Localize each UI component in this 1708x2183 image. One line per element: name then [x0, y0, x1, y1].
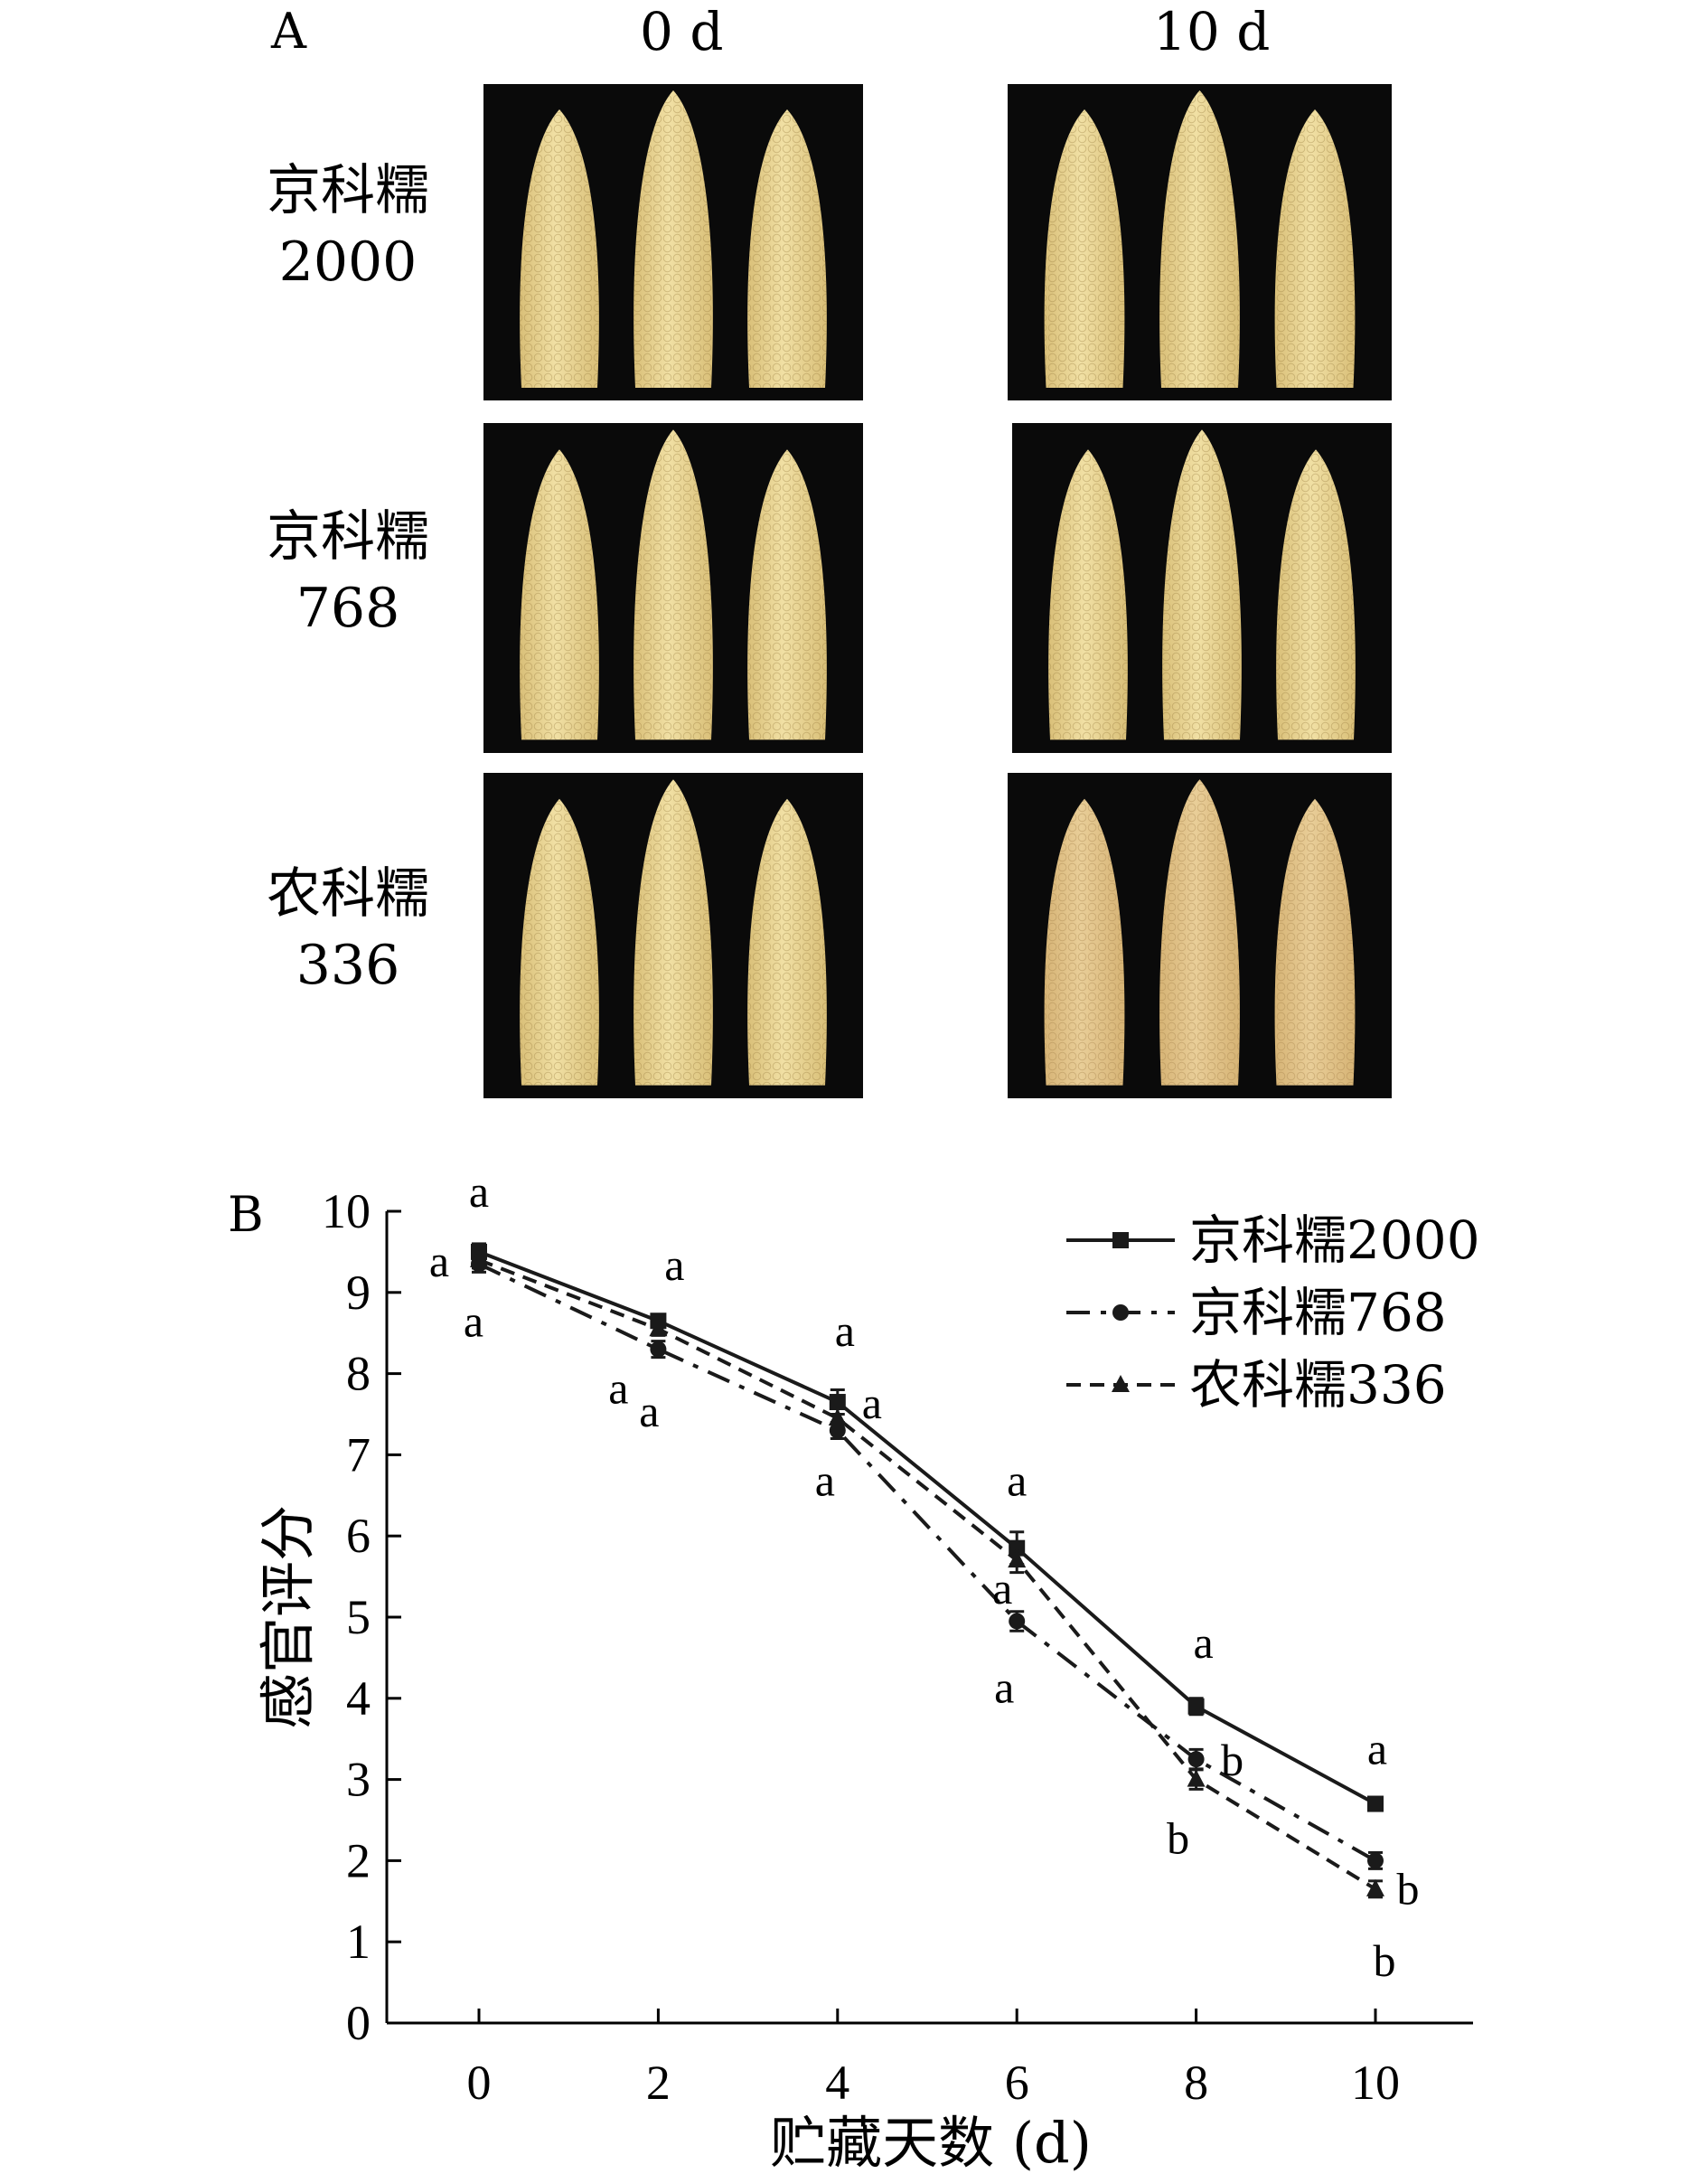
significance-letter: a	[994, 1661, 1014, 1712]
data-point	[1187, 1769, 1206, 1787]
corn-photo-336-10d	[1008, 773, 1392, 1098]
data-point	[1367, 1852, 1384, 1869]
legend: 京科糯2000 京科糯768 农科糯336	[1066, 1209, 1480, 1416]
row-label-nongkenuo-336: 农科糯 336	[230, 859, 465, 1002]
y-tick-label: 10	[322, 1184, 371, 1238]
y-tick-label: 0	[346, 1996, 371, 2050]
significance-letter: a	[862, 1378, 882, 1428]
corn-ears-image	[520, 779, 827, 1086]
significance-letter: a	[835, 1305, 855, 1356]
row-label-line1: 京科糯	[267, 505, 429, 569]
row-label-line2: 336	[296, 934, 400, 998]
significance-letter: a	[992, 1563, 1012, 1614]
series-line	[478, 1258, 1377, 1891]
corn-ears-image	[1044, 779, 1356, 1086]
corn-photo-2000-10d	[1008, 84, 1392, 400]
data-point	[829, 1422, 846, 1439]
row-label-line1: 农科糯	[267, 862, 429, 926]
significance-letter: a	[639, 1386, 659, 1436]
y-tick-label: 8	[346, 1347, 371, 1401]
significance-letter: b	[1374, 1935, 1396, 1986]
corn-ears-image	[1048, 429, 1356, 740]
x-tick-label: 10	[1351, 2056, 1400, 2110]
data-point	[649, 1319, 668, 1337]
significance-letter: a	[664, 1239, 684, 1290]
legend-label: 京科糯768	[1189, 1282, 1447, 1343]
row-label-line2: 2000	[278, 231, 418, 295]
significance-letter: b	[1397, 1863, 1420, 1914]
panel-a-letter: A	[271, 3, 306, 60]
row-label-jingkenuo-768: 京科糯 768	[230, 502, 465, 645]
series-line	[478, 1250, 1376, 1806]
series-line	[478, 1262, 1376, 1863]
data-point	[828, 1407, 847, 1426]
corn-photo-768-0d	[483, 423, 863, 753]
legend-label: 农科糯336	[1189, 1354, 1447, 1416]
data-point	[1009, 1613, 1026, 1630]
significance-letter: a	[1007, 1455, 1027, 1506]
row-label-jingkenuo-2000: 京科糯 2000	[230, 155, 465, 298]
y-tick-label: 4	[346, 1671, 371, 1726]
y-axis-title: 感官评分	[255, 1505, 321, 1729]
y-tick-label: 5	[346, 1590, 371, 1644]
data-point	[1366, 1878, 1384, 1896]
significance-letter: a	[1193, 1617, 1213, 1668]
y-tick-label: 3	[346, 1753, 371, 1807]
column-header-0d: 0 d	[640, 1, 724, 62]
legend-marker	[1112, 1304, 1129, 1321]
x-tick-label: 8	[1184, 2056, 1208, 2110]
x-tick-label: 2	[646, 2056, 671, 2110]
data-point	[650, 1341, 667, 1358]
corn-photo-2000-0d	[483, 84, 863, 400]
x-tick-label: 0	[467, 2056, 492, 2110]
series-3	[470, 1249, 1384, 1899]
significance-letter: b	[1221, 1735, 1243, 1785]
significance-letter: a	[1367, 1724, 1387, 1774]
significance-letter: a	[815, 1454, 835, 1505]
significance-letter: a	[429, 1236, 449, 1286]
significance-letter: a	[469, 1166, 489, 1217]
series-2	[471, 1254, 1384, 1870]
x-tick-label: 4	[825, 2056, 849, 2110]
column-header-10d: 10 d	[1153, 1, 1271, 62]
significance-letter: a	[464, 1295, 483, 1346]
data-point	[1187, 1751, 1205, 1768]
data-point	[470, 1249, 488, 1267]
data-point	[1367, 1795, 1384, 1812]
row-label-line2: 768	[296, 577, 400, 641]
x-tick-label: 6	[1005, 2056, 1029, 2110]
legend-label: 京科糯2000	[1189, 1209, 1480, 1271]
y-tick-label: 9	[346, 1266, 371, 1320]
corn-ears-image	[520, 90, 827, 388]
data-point	[1008, 1550, 1027, 1568]
corn-ears-image	[1044, 90, 1356, 388]
y-tick-label: 1	[346, 1915, 371, 1969]
y-tick-label: 6	[346, 1509, 371, 1563]
corn-ears-image	[520, 429, 827, 740]
data-point	[1187, 1698, 1205, 1715]
corn-photo-336-0d	[483, 773, 863, 1098]
legend-marker	[1112, 1375, 1130, 1392]
panel-b-letter: B	[228, 1186, 264, 1243]
corn-photo-768-10d	[1012, 423, 1392, 753]
y-tick-label: 2	[346, 1833, 371, 1887]
row-label-line1: 京科糯	[267, 159, 429, 222]
significance-letter: a	[608, 1363, 628, 1414]
y-tick-label: 7	[346, 1427, 371, 1482]
data-point	[829, 1394, 846, 1411]
legend-marker	[1112, 1232, 1129, 1248]
significance-letter: b	[1167, 1813, 1189, 1864]
x-axis-title: 贮藏天数 (d)	[770, 2110, 1092, 2176]
